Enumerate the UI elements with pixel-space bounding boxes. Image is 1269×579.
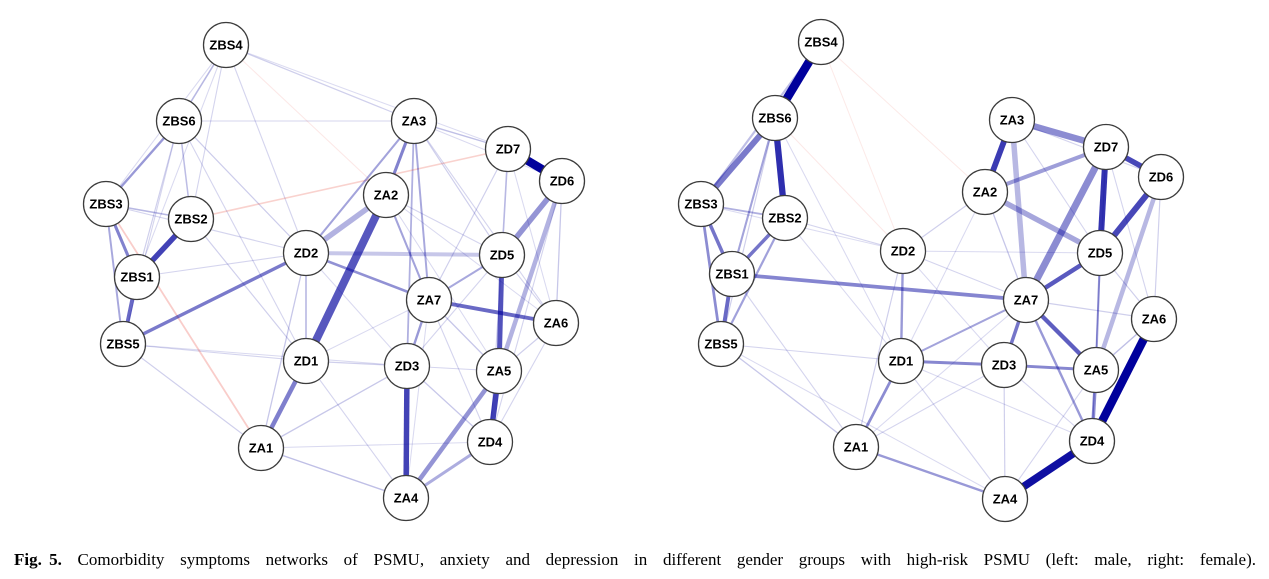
svg-text:ZD7: ZD7 — [496, 142, 521, 157]
svg-text:ZA4: ZA4 — [993, 492, 1018, 507]
svg-text:ZA7: ZA7 — [417, 293, 442, 308]
svg-text:ZD6: ZD6 — [550, 174, 575, 189]
svg-text:ZA4: ZA4 — [394, 491, 419, 506]
svg-text:ZA7: ZA7 — [1014, 293, 1039, 308]
svg-text:ZBS1: ZBS1 — [120, 270, 153, 285]
svg-text:ZA3: ZA3 — [1000, 113, 1025, 128]
svg-text:ZD3: ZD3 — [395, 359, 420, 374]
svg-text:ZBS6: ZBS6 — [162, 114, 195, 129]
svg-text:ZD5: ZD5 — [490, 248, 515, 263]
svg-text:ZA1: ZA1 — [844, 440, 869, 455]
svg-text:ZA5: ZA5 — [487, 364, 512, 379]
svg-text:ZBS3: ZBS3 — [684, 197, 717, 212]
svg-text:ZBS4: ZBS4 — [804, 35, 838, 50]
svg-text:ZBS5: ZBS5 — [106, 337, 139, 352]
svg-text:ZA2: ZA2 — [374, 188, 399, 203]
svg-text:ZD1: ZD1 — [889, 354, 914, 369]
svg-text:ZBS1: ZBS1 — [715, 267, 748, 282]
svg-text:ZA2: ZA2 — [973, 185, 998, 200]
svg-text:ZBS6: ZBS6 — [758, 111, 791, 126]
svg-text:ZD7: ZD7 — [1094, 140, 1119, 155]
svg-text:ZD2: ZD2 — [891, 244, 916, 259]
svg-text:ZA1: ZA1 — [249, 441, 274, 456]
svg-text:ZD2: ZD2 — [294, 246, 319, 261]
svg-text:ZBS5: ZBS5 — [704, 337, 737, 352]
svg-text:ZBS4: ZBS4 — [209, 38, 243, 53]
svg-text:ZA3: ZA3 — [402, 114, 427, 129]
svg-text:ZD5: ZD5 — [1088, 246, 1113, 261]
svg-text:ZBS2: ZBS2 — [174, 212, 207, 227]
svg-text:ZD6: ZD6 — [1149, 170, 1174, 185]
svg-text:ZBS3: ZBS3 — [89, 197, 122, 212]
svg-text:ZD1: ZD1 — [294, 354, 319, 369]
svg-text:ZA6: ZA6 — [544, 316, 569, 331]
svg-text:ZA6: ZA6 — [1142, 312, 1167, 327]
svg-text:ZBS2: ZBS2 — [768, 211, 801, 226]
svg-text:ZD4: ZD4 — [478, 435, 503, 450]
svg-text:ZD3: ZD3 — [992, 358, 1017, 373]
svg-text:ZA5: ZA5 — [1084, 363, 1109, 378]
svg-text:ZD4: ZD4 — [1080, 434, 1105, 449]
